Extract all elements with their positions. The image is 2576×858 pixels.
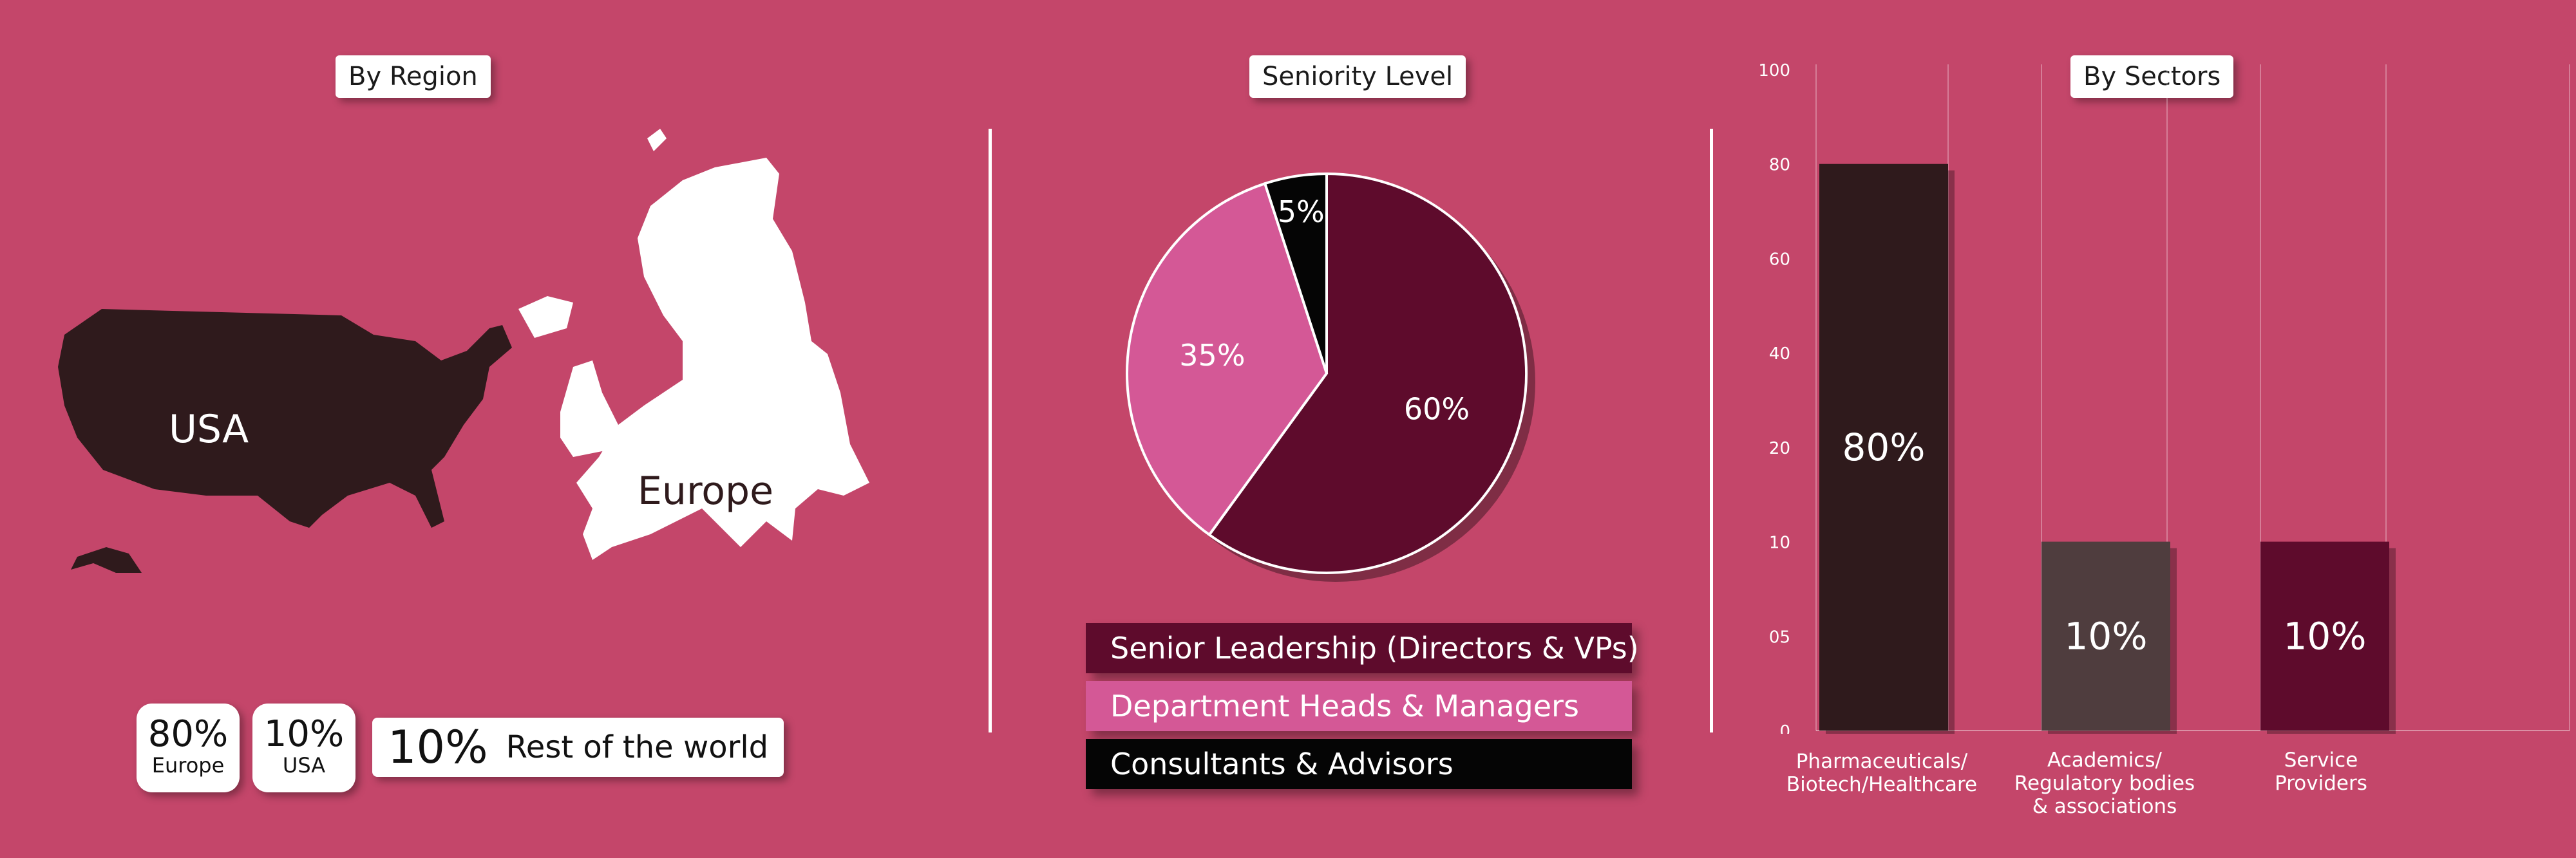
stat-pct: 80% xyxy=(147,713,229,755)
bar xyxy=(2041,541,2170,731)
stat-pct: 10% xyxy=(388,721,488,774)
bar xyxy=(1819,163,1948,731)
legend-item-department-heads: Department Heads & Managers xyxy=(1086,681,1632,731)
uk-shape xyxy=(560,360,618,457)
alaska-shape xyxy=(71,547,142,573)
stat-label: USA xyxy=(282,753,326,778)
y-tick-label: 100 xyxy=(1758,61,1790,80)
europe-label: Europe xyxy=(638,469,773,514)
europe-shape xyxy=(576,158,869,560)
usa-label: USA xyxy=(169,407,249,452)
y-tick-label: 20 xyxy=(1769,439,1790,458)
pie-slice-label: 35% xyxy=(1179,338,1245,373)
svalbard-shape xyxy=(647,129,667,151)
pie-slice xyxy=(1263,172,1328,374)
bar-value-label: 10% xyxy=(2284,614,2367,658)
stat-label: Europe xyxy=(151,753,225,778)
stat-rest-of-world: 10% Rest of the world xyxy=(372,718,784,777)
divider-right xyxy=(1710,129,1713,732)
bar-value-label: 80% xyxy=(1842,425,1926,469)
stat-label: Rest of the world xyxy=(506,729,769,765)
x-category-line: Providers xyxy=(2275,772,2367,795)
x-category-label: Service Providers xyxy=(2218,749,2424,795)
y-tick-label: 40 xyxy=(1769,344,1790,364)
y-tick-label: 05 xyxy=(1769,628,1790,647)
bar xyxy=(2260,541,2389,731)
x-category-line: Pharmaceuticals/ xyxy=(1795,750,1968,773)
pie-slice-label: 60% xyxy=(1404,392,1470,427)
stat-europe: 80% Europe xyxy=(137,704,240,792)
usa-map xyxy=(58,309,512,573)
x-category-line: Regulatory bodies xyxy=(2014,772,2195,795)
divider-left xyxy=(989,129,992,732)
y-tick-label: 10 xyxy=(1769,534,1790,553)
x-category-line: & associations xyxy=(2032,795,2177,818)
y-tick-label: 0 xyxy=(1779,722,1790,734)
x-category-label: Pharmaceuticals/ Biotech/Healthcare xyxy=(1779,750,1985,796)
x-category-label: Academics/ Regulatory bodies & associati… xyxy=(2002,749,2208,818)
stat-usa: 10% USA xyxy=(252,704,355,792)
x-category-line: Academics/ xyxy=(2047,749,2162,772)
europe-map xyxy=(518,129,869,560)
pie-slice xyxy=(1126,182,1329,537)
pie-slice xyxy=(1207,172,1528,574)
usa-shape xyxy=(58,309,512,528)
pie-slice-label: 5% xyxy=(1278,194,1325,229)
region-title: By Region xyxy=(336,55,491,98)
x-category-line: Biotech/Healthcare xyxy=(1786,773,1978,796)
stat-pct: 10% xyxy=(263,713,345,755)
bar-chart: 0 05 10 20 40 60 80 100 80% 10% 10% xyxy=(1758,61,2570,734)
x-category-line: Service xyxy=(2284,749,2358,772)
iceland-shape xyxy=(518,296,573,338)
bar-title: By Sectors xyxy=(2070,55,2234,98)
pie-title: Seniority Level xyxy=(1249,55,1466,98)
y-tick-label: 60 xyxy=(1769,250,1790,269)
y-tick-label: 80 xyxy=(1769,156,1790,175)
bar-value-label: 10% xyxy=(2065,614,2148,658)
pie-chart: 60% 35% 5% xyxy=(1126,172,1535,582)
legend-item-senior: Senior Leadership (Directors & VPs) xyxy=(1086,623,1639,673)
legend-item-consultants: Consultants & Advisors xyxy=(1086,739,1632,789)
